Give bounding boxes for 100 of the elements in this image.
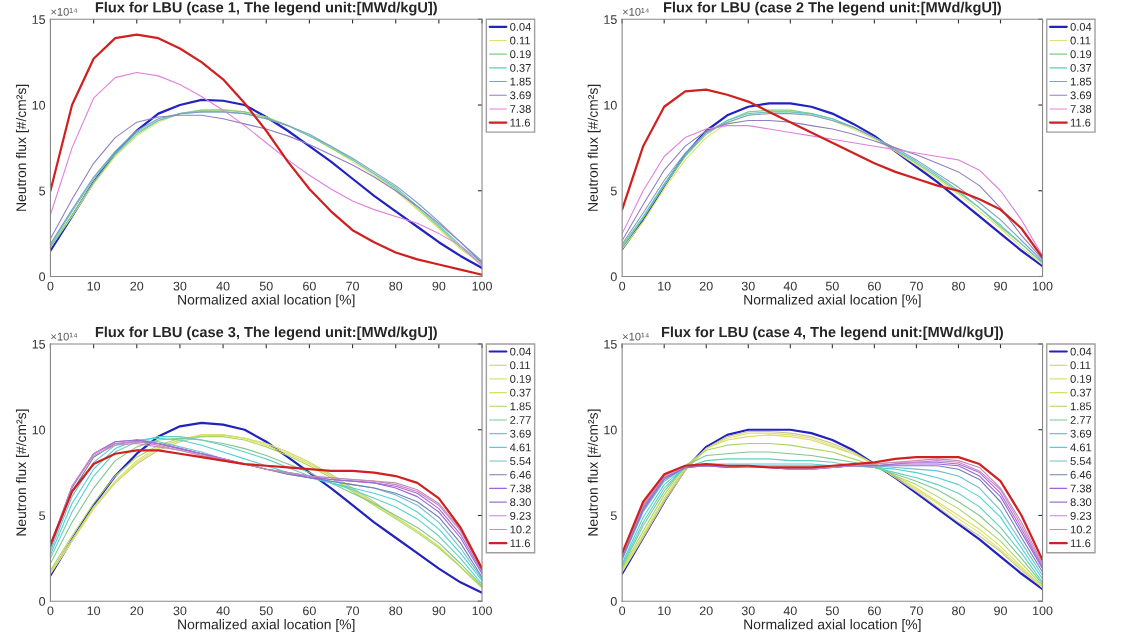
y-axis-title: Neutron flux [#/cm²s] xyxy=(587,84,601,211)
y-tick-label: 10 xyxy=(32,425,46,435)
legend-label: 7.38 xyxy=(1070,105,1092,113)
legend-label: 11.6 xyxy=(1070,118,1091,127)
legend-label: 6.46 xyxy=(510,470,531,479)
x-tick-label: 60 xyxy=(303,281,316,291)
text: ×10¹⁴ xyxy=(622,332,649,341)
x-tick-label: 10 xyxy=(658,281,671,291)
legend-label: 3.69 xyxy=(1070,91,1092,100)
x-tick-label: 30 xyxy=(173,606,187,616)
x-tick-label: 20 xyxy=(699,606,713,616)
x-tick-label: 20 xyxy=(130,281,144,291)
legend-label: 0.11 xyxy=(1070,361,1091,370)
legend-label: 11.6 xyxy=(1070,539,1091,548)
y-tick-label: 10 xyxy=(604,100,617,110)
legend-label: 0.11 xyxy=(510,361,530,370)
legend-label: 0.19 xyxy=(1070,50,1092,59)
x-tick-label: 70 xyxy=(910,281,923,291)
x-axis-title: Normalized axial location [%] xyxy=(178,619,355,633)
legend-label: 0.04 xyxy=(1070,22,1092,31)
x-tick-label: 70 xyxy=(910,606,923,616)
legend-label: 0.19 xyxy=(1070,375,1092,383)
legend-label: 9.23 xyxy=(510,511,531,520)
legend-label: 8.30 xyxy=(1070,498,1092,507)
legend-label: 0.11 xyxy=(1070,36,1091,45)
y-tick-label: 0 xyxy=(39,597,46,606)
y-tick-label: 0 xyxy=(610,597,617,606)
legend-label: 1.85 xyxy=(510,77,531,86)
x-tick-label: 100 xyxy=(1033,281,1053,291)
legend-label: 0.04 xyxy=(510,347,531,356)
x-tick-label: 30 xyxy=(741,281,755,291)
x-tick-label: 80 xyxy=(952,281,965,291)
y-tick-label: 15 xyxy=(604,339,617,349)
legend-label: 2.77 xyxy=(510,416,531,424)
legend-label: 1.85 xyxy=(1070,77,1092,86)
legend-label: 2.77 xyxy=(1070,416,1092,424)
x-axis-title: Normalized axial location [%] xyxy=(178,294,355,308)
legend-label: 4.61 xyxy=(1070,443,1092,452)
x-tick-label: 80 xyxy=(389,606,403,616)
legend-label: 7.38 xyxy=(510,484,531,493)
chart-title: Flux for LBU (case 1, The legend unit:[MWd/kgU]) xyxy=(95,1,437,16)
x-tick-label: 50 xyxy=(259,606,273,616)
y-axis-title: Neutron flux [#/cm²s] xyxy=(15,409,29,536)
x-tick-label: 90 xyxy=(432,606,446,616)
y-tick-label: 5 xyxy=(39,511,46,521)
x-tick-label: 90 xyxy=(994,281,1007,291)
legend-label: 7.38 xyxy=(510,105,531,113)
legend-label: 0.19 xyxy=(510,50,531,59)
x-tick-label: 10 xyxy=(87,281,101,291)
legend-label: 4.61 xyxy=(509,443,531,452)
x-axis-title: Normalized axial location [%] xyxy=(744,294,921,308)
y-tick-label: 15 xyxy=(32,15,46,24)
x-tick-label: 80 xyxy=(952,606,965,616)
legend-label: 1.85 xyxy=(510,402,531,411)
x-tick-label: 20 xyxy=(699,281,713,291)
legend-label: 5.54 xyxy=(1070,457,1092,466)
legend-label: 0.37 xyxy=(510,388,531,397)
chart-title: Flux for LBU (case 2 The legend unit:[MWd/kgU]) xyxy=(664,1,1001,16)
x-tick-label: 70 xyxy=(346,281,360,291)
x-tick-label: 90 xyxy=(994,606,1007,616)
legend-label: 0.04 xyxy=(1070,347,1092,356)
legend-label: 0.11 xyxy=(510,36,530,45)
x-tick-label: 40 xyxy=(216,606,230,616)
x-tick-label: 40 xyxy=(783,606,797,616)
chart-title: Flux for LBU (case 4, The legend unit:[MWd/kgU]) xyxy=(661,326,1003,341)
x-tick-label: 40 xyxy=(783,281,797,291)
x-tick-label: 100 xyxy=(1033,606,1053,616)
y-tick-label: 10 xyxy=(32,100,46,110)
x-tick-label: 30 xyxy=(741,606,755,616)
x-tick-label: 80 xyxy=(389,281,403,291)
legend-label: 0.37 xyxy=(510,63,531,72)
y-axis-title: Neutron flux [#/cm²s] xyxy=(587,409,601,536)
x-tick-label: 20 xyxy=(130,606,144,616)
legend-label: 3.69 xyxy=(1070,429,1092,438)
y-tick-label: 0 xyxy=(610,272,617,282)
legend-label: 3.69 xyxy=(510,429,531,438)
legend-label: 6.46 xyxy=(1070,470,1092,479)
x-tick-label: 0 xyxy=(47,606,54,616)
x-tick-label: 40 xyxy=(216,281,230,291)
x-tick-label: 0 xyxy=(47,281,54,291)
y-axis-title: Neutron flux [#/cm²s] xyxy=(15,84,29,211)
legend-label: 3.69 xyxy=(510,91,531,100)
x-tick-label: 60 xyxy=(868,606,881,616)
x-tick-label: 50 xyxy=(259,281,273,291)
y-tick-label: 15 xyxy=(604,15,617,24)
text: ×10¹⁴ xyxy=(622,7,649,16)
legend-label: 5.54 xyxy=(510,457,531,466)
legend-label: 0.04 xyxy=(510,22,531,31)
x-tick-label: 50 xyxy=(825,281,839,291)
legend-label: 0.37 xyxy=(1070,388,1092,397)
legend-label: 7.38 xyxy=(1070,484,1092,493)
y-tick-label: 0 xyxy=(39,272,46,282)
legend-label: 0.19 xyxy=(510,375,531,383)
x-tick-label: 50 xyxy=(825,606,839,616)
x-axis-title: Normalized axial location [%] xyxy=(744,619,921,633)
x-tick-label: 10 xyxy=(658,606,671,616)
legend-label: 1.85 xyxy=(1070,402,1092,411)
x-tick-label: 70 xyxy=(346,606,360,616)
x-tick-label: 90 xyxy=(432,281,446,291)
x-tick-label: 60 xyxy=(868,281,881,291)
